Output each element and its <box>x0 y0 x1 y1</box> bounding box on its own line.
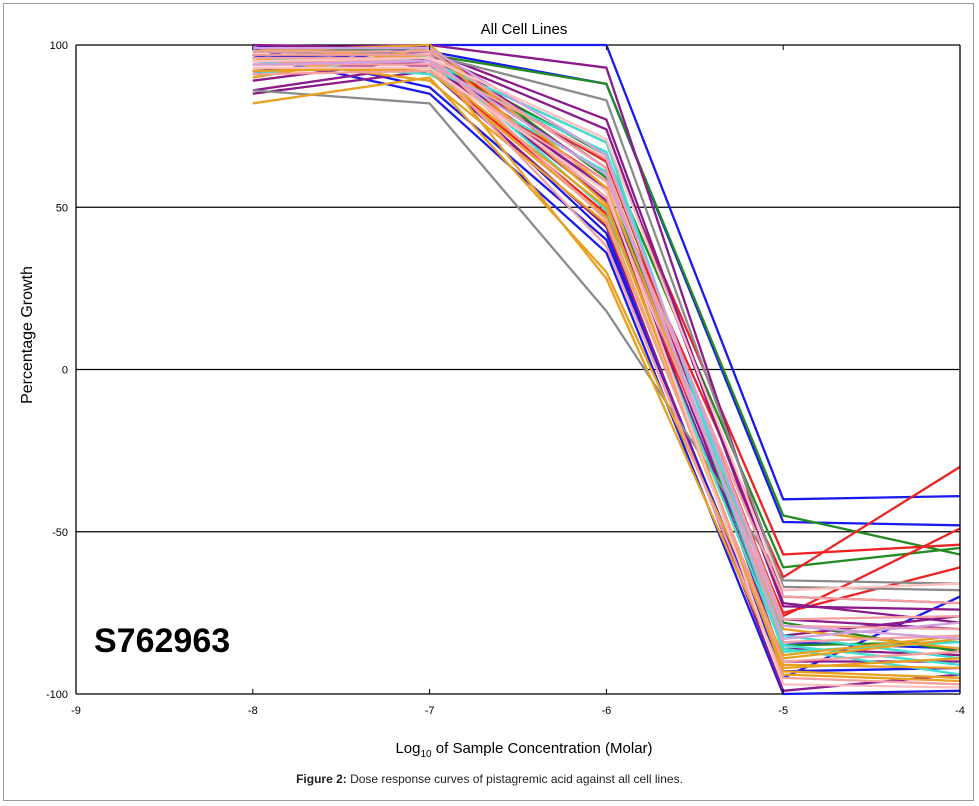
series-line <box>252 60 961 653</box>
series-line <box>252 50 961 644</box>
series-layer <box>252 43 961 696</box>
y-tick-label: -50 <box>52 527 68 539</box>
series-line <box>252 43 961 650</box>
dose-response-chart: 100 50 0 -50 -100-9 -8 -7 -6 -5 -4 All Cell Lines… <box>19 21 965 760</box>
chart-title: All Cell Lines <box>481 21 568 38</box>
series-line <box>252 66 961 670</box>
series-line <box>252 47 961 640</box>
x-tick-label: -9 <box>71 705 81 717</box>
series-line <box>252 66 961 689</box>
series-line <box>252 56 961 660</box>
series-line <box>252 60 961 657</box>
x-axis-label-subscript: 10 <box>420 749 432 760</box>
x-tick-label: -7 <box>425 705 435 717</box>
x-tick-label: -4 <box>955 705 965 717</box>
y-axis-label: Percentage Growth <box>19 266 36 404</box>
axes-layer: 100 50 0 -50 -100-9 -8 -7 -6 -5 -4 <box>46 40 965 717</box>
y-tick-label: 50 <box>56 202 68 214</box>
series-line <box>252 50 961 624</box>
x-axis-label-rest: of Sample Concentration (Molar) <box>432 740 653 757</box>
series-line <box>252 60 961 556</box>
x-tick-label: -8 <box>248 705 258 717</box>
series-line <box>252 56 961 592</box>
series-line <box>252 89 961 585</box>
figure-frame <box>3 3 974 801</box>
series-line <box>252 76 961 657</box>
series-line <box>252 47 961 647</box>
x-tick-label: -6 <box>602 705 612 717</box>
y-tick-label: 0 <box>62 365 68 377</box>
x-axis-label: Log10 of Sample Concentration (Molar) <box>395 740 652 760</box>
series-line <box>252 63 961 621</box>
x-tick-label: -5 <box>778 705 788 717</box>
series-line <box>252 69 961 605</box>
caption-text: Dose response curves of pistagremic acid… <box>346 772 683 786</box>
series-line <box>252 60 961 640</box>
caption-label: Figure 2: <box>296 772 347 786</box>
series-line <box>252 53 961 663</box>
figure-caption: Figure 2: Dose response curves of pistag… <box>0 772 979 786</box>
series-line <box>252 43 960 663</box>
x-axis-label-base: Log <box>395 740 420 757</box>
y-tick-label: -100 <box>46 689 68 701</box>
grid-layer <box>76 44 960 695</box>
series-line <box>252 53 961 696</box>
y-tick-label: 100 <box>50 40 68 52</box>
series-line <box>252 56 961 653</box>
compound-id-annotation: S762963 <box>94 622 230 660</box>
